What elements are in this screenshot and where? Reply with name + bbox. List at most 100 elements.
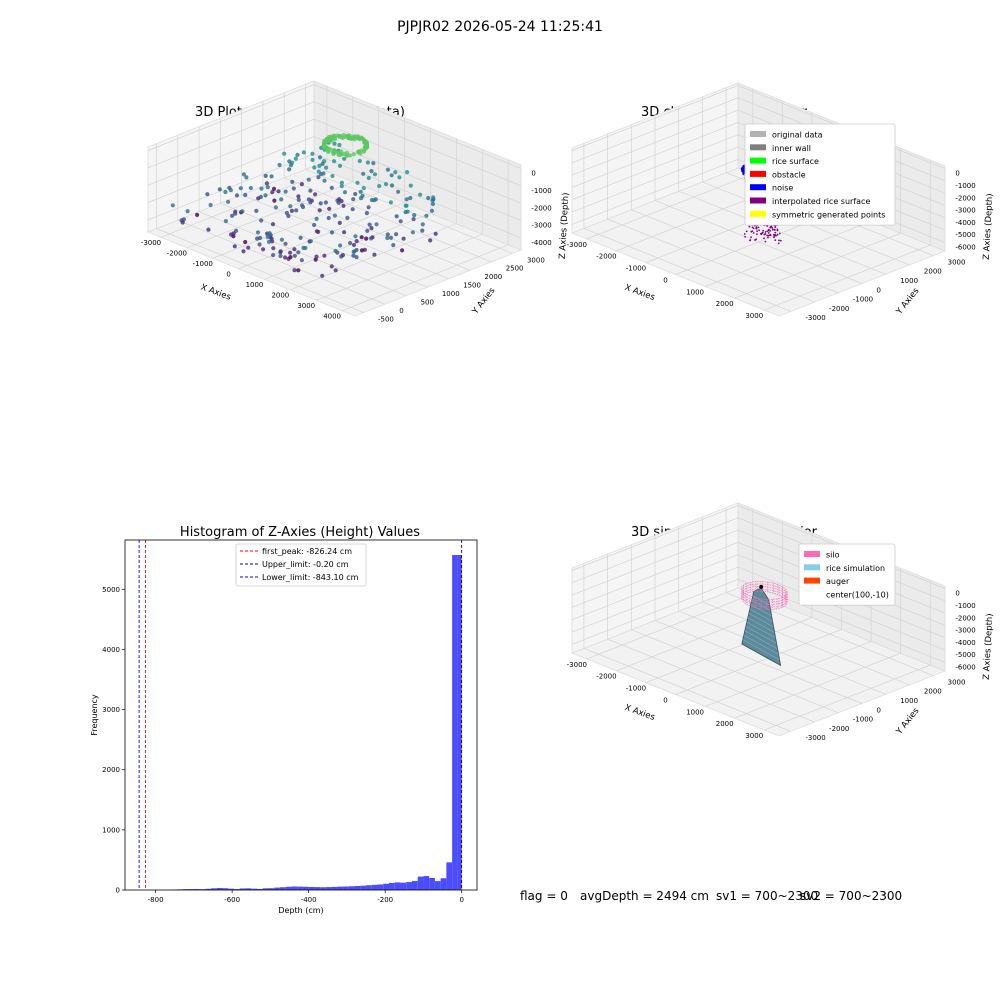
raw-point	[342, 230, 347, 235]
x-tick-label: 2000	[716, 300, 734, 308]
interpolated-surface-point	[756, 230, 758, 233]
histogram-bar	[211, 888, 217, 890]
raw-point	[270, 239, 275, 244]
histogram-bar	[239, 888, 246, 890]
raw-point	[296, 194, 301, 199]
raw-point	[348, 240, 353, 246]
raw-point	[233, 211, 238, 216]
interpolated-surface-point	[773, 236, 775, 239]
panel-title: Histogram of Z-Axies (Height) Values	[180, 525, 420, 540]
raw-point	[279, 237, 284, 242]
raw-point	[353, 191, 358, 197]
raw-point	[288, 204, 293, 209]
raw-point	[259, 186, 264, 191]
raw-point	[316, 175, 321, 180]
x-tick-label: -400	[301, 896, 317, 904]
legend-label: center(100,-10)	[826, 590, 889, 599]
histogram-bar	[417, 876, 424, 890]
y-gridline	[725, 87, 934, 256]
z-tick-label: -6000	[955, 244, 975, 252]
histogram-bar	[389, 882, 395, 890]
raw-point	[288, 163, 294, 168]
raw-point	[325, 149, 331, 154]
interpolated-surface-point	[773, 233, 775, 236]
x-tick-label: -800	[148, 896, 164, 904]
raw-point	[279, 197, 284, 202]
x-tick-label: -2000	[596, 253, 616, 261]
histogram-bar	[274, 887, 280, 890]
sv2-text: sv2 = 700~2300	[800, 889, 903, 903]
histogram-bar	[193, 889, 200, 890]
y-gridline	[177, 135, 385, 305]
legend-label: symmetric generated points	[772, 210, 885, 219]
z-tick-label: -2000	[531, 204, 551, 212]
legend-label: silo	[826, 551, 840, 560]
y-gridline	[702, 96, 910, 266]
x-gridline	[734, 148, 901, 299]
raw-point	[292, 268, 297, 273]
raw-point	[293, 156, 298, 161]
y-gridline	[583, 143, 792, 312]
rice-mesh-line	[745, 626, 777, 644]
interpolated-surface-point	[769, 226, 772, 229]
raw-point	[372, 252, 377, 257]
histogram-bar	[285, 886, 292, 890]
rice-mesh-line	[749, 608, 773, 622]
side-pane	[147, 80, 315, 233]
legend-label: Upper_limit: -0.20 cm	[262, 560, 349, 569]
raw-point	[322, 144, 327, 149]
raw-point	[339, 184, 344, 189]
interpolated-surface-point	[757, 226, 760, 229]
raw-point	[308, 239, 313, 244]
raw-point	[411, 217, 416, 222]
raw-point	[336, 200, 341, 205]
x-tick-label: 2000	[716, 720, 734, 728]
raw-point	[306, 177, 311, 182]
raw-point	[430, 201, 435, 207]
interpolated-surface-point	[756, 233, 758, 236]
raw-point	[227, 185, 232, 190]
histogram-bar	[366, 885, 372, 890]
raw-point	[324, 165, 329, 170]
x-axis-label: X Axies	[199, 283, 232, 303]
interpolated-surface-point	[752, 232, 755, 234]
raw-point	[256, 196, 261, 201]
raw-point	[266, 239, 272, 244]
raw-point	[257, 235, 263, 241]
raw-point	[352, 137, 357, 142]
raw-point	[180, 220, 185, 225]
legend-swatch	[750, 197, 766, 204]
raw-point	[345, 215, 350, 220]
legend-label: auger	[826, 577, 850, 586]
raw-point	[263, 173, 268, 178]
y-axis-label: Frequency	[90, 694, 99, 736]
z-tick-label: -5000	[955, 231, 975, 239]
legend-label: interpolated rice surface	[772, 197, 870, 206]
y-gridline	[198, 126, 407, 297]
raw-point	[355, 180, 360, 185]
y-gridline	[241, 109, 449, 280]
histogram-bar	[314, 887, 321, 890]
x-axis-label: X Axies	[623, 703, 656, 723]
rice-mesh-line	[752, 595, 770, 606]
raw-point	[335, 133, 340, 138]
y-tick-label: 2000	[102, 766, 120, 774]
raw-point	[248, 185, 253, 191]
y-tick-label: 3000	[102, 706, 120, 714]
y-tick-label: 500	[421, 299, 434, 307]
rice-mesh-line	[744, 630, 778, 650]
raw-point	[323, 200, 328, 205]
x-tick-label: 0	[663, 696, 667, 704]
raw-point	[282, 151, 287, 156]
raw-point	[217, 187, 222, 192]
raw-point	[283, 255, 288, 260]
raw-point	[359, 248, 365, 253]
histogram-bar	[234, 889, 240, 890]
z-tick-label: -2000	[955, 194, 975, 202]
z-gridline	[571, 566, 946, 651]
raw-point	[272, 198, 277, 203]
histogram-bar	[182, 889, 189, 890]
raw-point	[283, 241, 288, 246]
raw-point	[404, 203, 409, 208]
raw-point	[263, 193, 268, 198]
